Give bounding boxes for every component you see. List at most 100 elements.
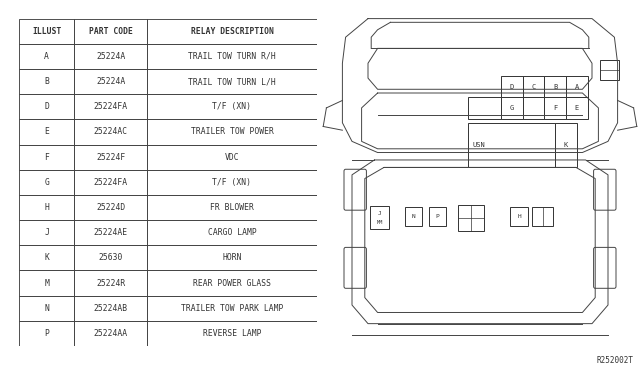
Bar <box>468 97 500 119</box>
Bar <box>74 69 147 94</box>
Text: REAR POWER GLASS: REAR POWER GLASS <box>193 279 271 288</box>
Text: G: G <box>44 178 49 187</box>
Bar <box>147 170 317 195</box>
Bar <box>566 76 588 97</box>
Text: F: F <box>553 105 557 111</box>
Bar <box>74 220 147 245</box>
Bar <box>147 119 317 144</box>
Bar <box>147 19 317 44</box>
Bar <box>405 207 422 226</box>
Text: 25224AE: 25224AE <box>93 228 128 237</box>
Bar <box>19 69 74 94</box>
Text: 25224D: 25224D <box>96 203 125 212</box>
Bar <box>74 270 147 296</box>
Bar <box>147 296 317 321</box>
Bar <box>500 97 522 119</box>
Bar <box>19 195 74 220</box>
Bar <box>600 60 620 80</box>
Text: T/F (XN): T/F (XN) <box>212 102 252 111</box>
Bar <box>74 245 147 270</box>
Bar <box>544 97 566 119</box>
Text: 25224AB: 25224AB <box>93 304 128 313</box>
Text: P: P <box>436 214 440 219</box>
Bar <box>19 220 74 245</box>
Text: MM: MM <box>376 220 383 225</box>
Text: B: B <box>44 77 49 86</box>
Text: M: M <box>44 279 49 288</box>
Bar <box>74 19 147 44</box>
FancyBboxPatch shape <box>594 169 616 210</box>
Bar <box>566 97 588 119</box>
Bar <box>147 245 317 270</box>
Text: N: N <box>44 304 49 313</box>
Bar <box>500 76 522 97</box>
Text: A: A <box>575 84 579 90</box>
Bar <box>19 44 74 69</box>
Text: 25224FA: 25224FA <box>93 102 128 111</box>
Text: HORN: HORN <box>222 253 242 262</box>
Text: G: G <box>509 105 514 111</box>
Text: 25630: 25630 <box>99 253 123 262</box>
Text: 25224A: 25224A <box>96 52 125 61</box>
Bar <box>147 195 317 220</box>
Bar <box>19 144 74 170</box>
Bar <box>556 124 577 167</box>
FancyBboxPatch shape <box>594 247 616 288</box>
Text: TRAILER TOW PARK LAMP: TRAILER TOW PARK LAMP <box>180 304 283 313</box>
Bar <box>147 144 317 170</box>
Bar <box>19 296 74 321</box>
Text: H: H <box>44 203 49 212</box>
Text: B: B <box>553 84 557 90</box>
Bar <box>74 94 147 119</box>
Bar <box>74 44 147 69</box>
Text: VDC: VDC <box>225 153 239 161</box>
Bar <box>370 206 389 229</box>
Text: T/F (XN): T/F (XN) <box>212 178 252 187</box>
FancyBboxPatch shape <box>344 247 366 288</box>
Text: E: E <box>575 105 579 111</box>
Bar <box>511 207 528 226</box>
Text: 25224F: 25224F <box>96 153 125 161</box>
Text: USN: USN <box>473 142 486 148</box>
Bar <box>147 69 317 94</box>
Text: 25224A: 25224A <box>96 77 125 86</box>
Text: H: H <box>517 214 521 219</box>
Bar <box>19 94 74 119</box>
Text: C: C <box>531 84 536 90</box>
Text: TRAIL TOW TURN L/H: TRAIL TOW TURN L/H <box>188 77 276 86</box>
Text: P: P <box>44 329 49 338</box>
Text: 25224FA: 25224FA <box>93 178 128 187</box>
Text: FR BLOWER: FR BLOWER <box>210 203 254 212</box>
Text: R252002T: R252002T <box>596 356 634 365</box>
Text: K: K <box>564 142 568 148</box>
Bar <box>147 44 317 69</box>
Text: TRAIL TOW TURN R/H: TRAIL TOW TURN R/H <box>188 52 276 61</box>
Text: ILLUST: ILLUST <box>32 27 61 36</box>
Bar <box>19 119 74 144</box>
Text: 25224AC: 25224AC <box>93 128 128 137</box>
Bar <box>147 270 317 296</box>
FancyBboxPatch shape <box>344 169 366 210</box>
Text: K: K <box>44 253 49 262</box>
Text: D: D <box>509 84 514 90</box>
Text: J: J <box>44 228 49 237</box>
Bar <box>74 195 147 220</box>
Text: N: N <box>412 214 415 219</box>
Bar <box>74 119 147 144</box>
Bar <box>147 220 317 245</box>
Bar <box>458 205 484 231</box>
Bar <box>19 321 74 346</box>
Bar <box>544 76 566 97</box>
Text: 25224R: 25224R <box>96 279 125 288</box>
Text: TRAILER TOW POWER: TRAILER TOW POWER <box>191 128 273 137</box>
Bar <box>74 144 147 170</box>
Bar <box>522 97 544 119</box>
Bar <box>532 207 553 226</box>
Bar <box>19 19 74 44</box>
Bar <box>522 76 544 97</box>
Bar <box>19 245 74 270</box>
Bar <box>147 94 317 119</box>
Bar <box>74 321 147 346</box>
Text: A: A <box>44 52 49 61</box>
Bar <box>19 170 74 195</box>
